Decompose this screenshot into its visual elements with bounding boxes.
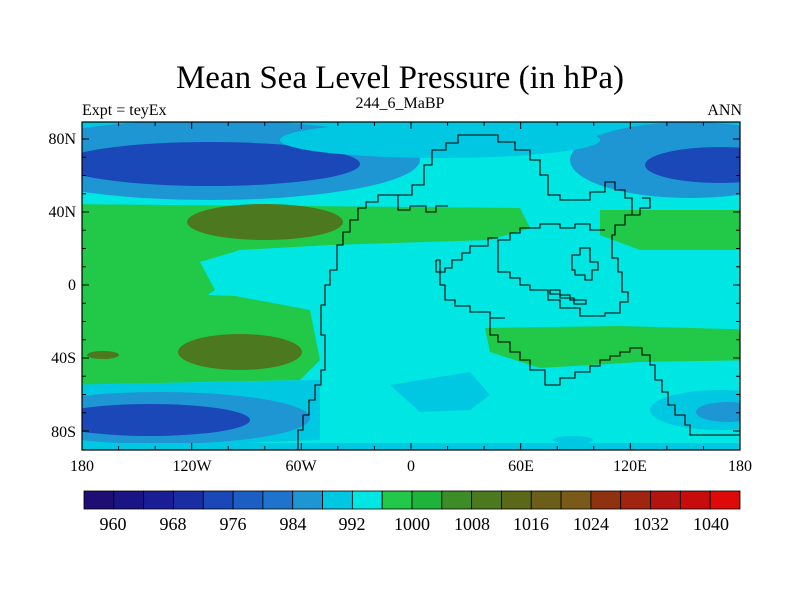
lon-label-120e: 120E: [613, 458, 647, 475]
colorbar-label: 1000: [394, 514, 430, 534]
lat-label-80n: 80N: [48, 131, 76, 148]
colorbar-swatch: [530, 490, 562, 510]
coastline-gondwana-east: [489, 318, 740, 436]
lon-label-0: 0: [407, 458, 415, 475]
colorbar-label: 1016: [513, 514, 549, 534]
colorbar-label: 968: [159, 514, 187, 534]
colorbar-swatch: [83, 490, 115, 510]
south-high-east: [485, 326, 740, 368]
colorbar-swatch: [679, 490, 711, 510]
south-high-core: [178, 334, 302, 370]
colorbar-swatch: [232, 490, 264, 510]
colorbar-swatch: [202, 490, 234, 510]
colorbar-swatch: [351, 490, 383, 510]
south-light-small: [553, 436, 593, 444]
experiment-label: Expt = teyEx: [82, 102, 167, 119]
colorbar-swatch: [650, 490, 681, 510]
coastline-west-pangea: [297, 194, 448, 450]
axis-ticks: [81, 122, 741, 450]
colorbar-swatch: [381, 490, 413, 510]
north-light-band: [280, 122, 600, 158]
south-light-patch: [390, 372, 490, 412]
south-low-east: [696, 402, 740, 422]
north-subtropical-high-east: [600, 210, 740, 250]
south-polar-band: [82, 443, 740, 450]
colorbar-swatch: [620, 490, 651, 510]
period-label: ANN: [707, 102, 742, 119]
lon-label-180w: 180: [70, 458, 94, 475]
coastline-east-pangea: [632, 197, 651, 216]
pressure-contour-fill: [82, 122, 740, 450]
colorbar-swatch: [441, 490, 473, 510]
colorbar-label: 1024: [573, 514, 609, 534]
colorbar-swatch: [709, 490, 741, 510]
colorbar-swatch: [113, 490, 145, 510]
lon-label-60e: 60E: [508, 458, 534, 475]
colorbar: [83, 490, 741, 510]
lon-label-60w: 60W: [285, 458, 317, 475]
colorbar-label: 1008: [454, 514, 490, 534]
north-low-core: [82, 142, 360, 186]
colorbar-swatch: [322, 490, 353, 510]
colorbar-swatch: [292, 490, 323, 510]
coastline-inner-sea: [549, 247, 599, 305]
coastline-laurasia: [398, 134, 633, 317]
lon-label-180e: 180: [728, 458, 752, 475]
lat-label-0: 0: [68, 277, 76, 294]
colorbar-label: 960: [99, 514, 127, 534]
lon-label-120w: 120W: [172, 458, 212, 475]
colorbar-label: 984: [279, 514, 307, 534]
colorbar-swatch: [143, 490, 174, 510]
coastline-tethys-inner: [435, 237, 505, 319]
continent-outlines: [297, 134, 740, 450]
colorbar-swatch: [560, 490, 592, 510]
colorbar-swatch: [262, 490, 294, 510]
colorbar-swatch: [411, 490, 443, 510]
colorbar-label: 1040: [693, 514, 729, 534]
colorbar-swatch: [173, 490, 204, 510]
south-low-core: [82, 404, 250, 436]
lat-label-40s: 40S: [51, 350, 76, 367]
colorbar-label: 992: [338, 514, 366, 534]
north-low-east-core: [645, 147, 740, 183]
run-label: 244_6_MaBP: [355, 95, 445, 112]
lat-label-40n: 40N: [48, 204, 76, 221]
colorbar-swatch: [501, 490, 532, 510]
lat-label-80s: 80S: [51, 424, 76, 441]
colorbar-label: 976: [219, 514, 247, 534]
south-high-core-small: [87, 351, 119, 359]
north-high-core: [187, 204, 343, 240]
colorbar-swatch: [590, 490, 622, 510]
colorbar-label: 1032: [633, 514, 669, 534]
colorbar-swatch: [471, 490, 502, 510]
page-title: Mean Sea Level Pressure (in hPa): [175, 60, 625, 96]
